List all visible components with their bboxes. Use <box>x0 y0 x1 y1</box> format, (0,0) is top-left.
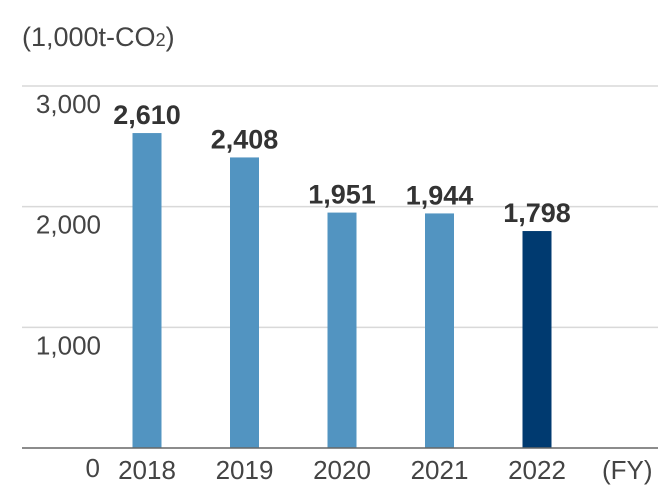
y-tick-label: 1,000 <box>36 330 101 360</box>
x-tick-label-2020: 2020 <box>313 455 371 485</box>
x-tick-label-2019: 2019 <box>216 455 274 485</box>
data-label-2020: 1,951 <box>308 180 376 210</box>
x-axis-unit-label: (FY) <box>602 455 653 485</box>
bar-2020 <box>327 212 357 448</box>
bar-2021 <box>425 213 454 448</box>
y-tick-label: 3,000 <box>36 89 101 119</box>
y-axis-ticks: 0 1,000 2,000 3,000 <box>36 89 101 483</box>
y-tick-label: 2,000 <box>36 210 101 240</box>
bars <box>132 133 552 448</box>
data-label-2019: 2,408 <box>211 124 279 154</box>
y-tick-label: 0 <box>86 453 100 483</box>
bar-2022 <box>522 231 552 448</box>
x-tick-label-2022: 2022 <box>508 455 566 485</box>
data-labels: 2,610 2,408 1,951 1,944 1,798 <box>113 100 571 228</box>
x-tick-label-2018: 2018 <box>118 455 176 485</box>
data-label-2022: 1,798 <box>503 198 571 228</box>
data-label-2018: 2,610 <box>113 100 181 130</box>
bar-2018 <box>132 133 162 448</box>
data-label-2021: 1,944 <box>406 180 474 210</box>
y-axis-unit-label: (1,000t-CO2) <box>22 22 175 52</box>
bar-2019 <box>230 157 259 448</box>
x-axis-tick-labels: 2018 2019 2020 2021 2022 <box>118 455 566 485</box>
x-tick-label-2021: 2021 <box>411 455 469 485</box>
